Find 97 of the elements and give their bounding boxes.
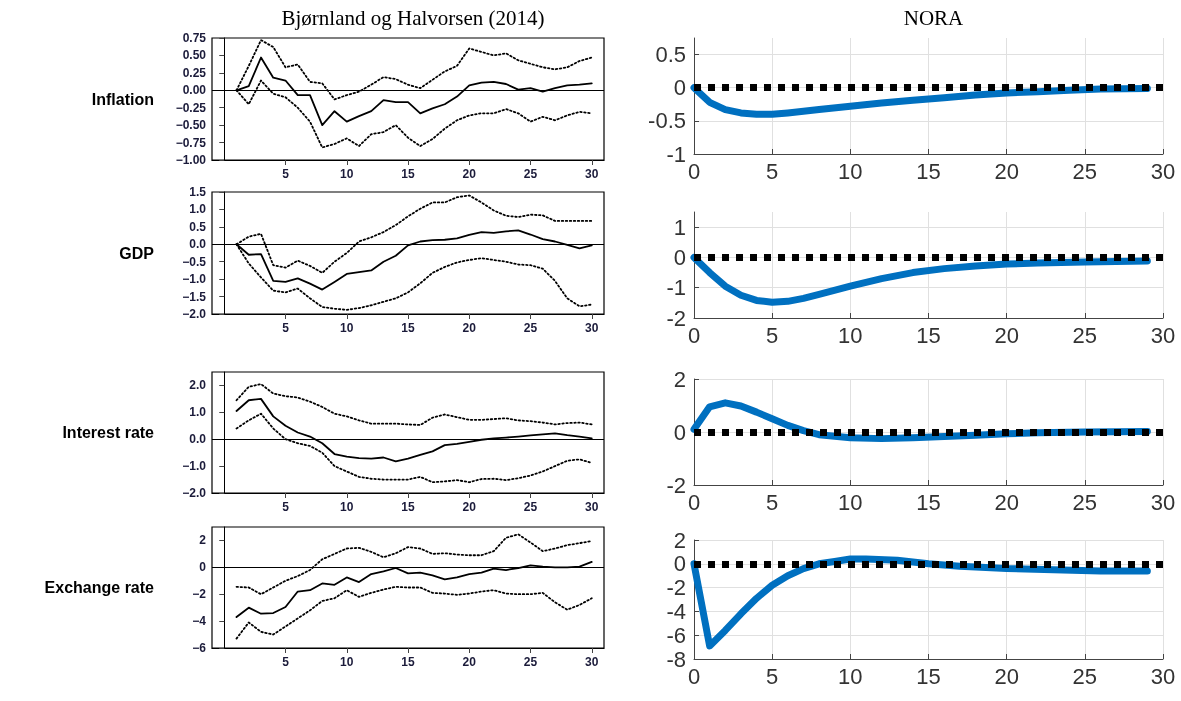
x-tick-label: 25 [523, 321, 538, 335]
x-tick-label: 20 [994, 158, 1019, 184]
y-tick-label: -1 [666, 141, 686, 167]
y-tick-label: 0.5 [189, 219, 207, 234]
x-tick-label: 30 [1150, 489, 1176, 515]
x-tick-label: 20 [462, 655, 477, 669]
x-tick-label: 20 [462, 321, 477, 335]
y-tick-label: -8 [666, 646, 686, 672]
x-tick-label: 15 [401, 321, 415, 335]
y-tick-label: −1.0 [182, 272, 207, 287]
y-tick-label: 0.00 [182, 83, 207, 98]
y-tick-label: -4 [666, 598, 686, 624]
x-tick-label: 10 [340, 655, 354, 669]
x-tick-label: 5 [766, 158, 779, 184]
y-tick-label: −1.00 [175, 153, 207, 167]
y-tick-label: −0.25 [175, 100, 207, 115]
y-tick-label: −0.50 [175, 118, 207, 133]
y-tick-label: -2 [666, 305, 686, 331]
y-tick-label: 0 [673, 551, 686, 577]
y-tick-label: 0 [673, 419, 686, 445]
y-tick-label: -2 [666, 472, 686, 498]
x-tick-label: 25 [1072, 322, 1098, 348]
x-tick-label: 5 [766, 322, 779, 348]
x-tick-label: 30 [585, 321, 599, 335]
y-tick-label: 1.0 [189, 405, 207, 420]
y-tick-label: 0.5 [655, 42, 686, 68]
y-tick-label: 2.0 [189, 378, 207, 393]
y-tick-label: 1.5 [189, 185, 207, 199]
x-tick-label: 10 [340, 500, 354, 514]
y-tick-label: -2 [666, 575, 686, 601]
y-axis-title: Interest rate [62, 424, 155, 441]
x-tick-label: 20 [462, 500, 477, 514]
x-tick-label: 25 [1072, 158, 1098, 184]
x-tick-label: 10 [838, 322, 863, 348]
x-tick-label: 25 [1072, 489, 1098, 515]
x-tick-label: 15 [916, 663, 941, 689]
x-tick-label: 15 [916, 489, 941, 515]
y-tick-label: 0.50 [182, 48, 207, 63]
y-tick-label: −6 [192, 641, 207, 655]
y-tick-label: 0 [199, 560, 207, 575]
y-tick-label: −1.0 [182, 459, 207, 474]
y-tick-label: −2.0 [182, 307, 207, 321]
x-tick-label: 30 [585, 655, 599, 669]
y-axis-title: Inflation [91, 90, 154, 108]
y-tick-label: 0.0 [189, 432, 207, 447]
y-axis-title: GDP [119, 244, 155, 262]
y-tick-label: −0.75 [175, 135, 207, 150]
x-tick-label: 5 [282, 500, 290, 514]
y-tick-label: −4 [192, 614, 207, 629]
x-tick-label: 15 [401, 167, 415, 181]
y-tick-label: 1.0 [189, 202, 207, 217]
x-tick-label: 5 [282, 167, 290, 181]
x-tick-label: 25 [523, 500, 538, 514]
y-tick-label: 2 [673, 366, 686, 392]
x-tick-label: 20 [462, 167, 477, 181]
y-tick-label: −2.0 [182, 486, 207, 500]
x-tick-label: 15 [916, 322, 941, 348]
x-tick-label: 25 [1072, 663, 1098, 689]
y-tick-label: -0.5 [648, 108, 686, 134]
x-tick-label: 5 [766, 489, 779, 515]
y-tick-label: -6 [666, 622, 686, 648]
x-tick-label: 25 [523, 167, 538, 181]
x-tick-label: 10 [838, 158, 863, 184]
y-tick-label: -1 [666, 275, 686, 301]
y-tick-label: 0 [673, 244, 686, 270]
x-tick-label: 10 [340, 167, 354, 181]
y-tick-label: −1.5 [182, 289, 207, 304]
y-tick-label: −0.5 [182, 254, 207, 269]
x-tick-label: 20 [994, 322, 1019, 348]
chart-title: NORA [903, 5, 965, 30]
x-tick-label: 10 [838, 663, 863, 689]
y-tick-label: 2 [199, 533, 207, 548]
x-tick-label: 5 [766, 663, 779, 689]
chart-title: Bjørnland og Halvorsen (2014) [281, 5, 545, 30]
x-tick-label: 30 [585, 500, 599, 514]
y-tick-label: 0 [673, 75, 686, 101]
x-tick-label: 20 [994, 663, 1019, 689]
x-tick-label: 20 [994, 489, 1019, 515]
x-tick-label: 30 [1150, 322, 1176, 348]
x-tick-label: 30 [1150, 663, 1176, 689]
x-tick-label: 10 [340, 321, 354, 335]
x-tick-label: 5 [282, 321, 290, 335]
y-tick-label: −2 [192, 587, 207, 602]
x-tick-label: 15 [916, 158, 941, 184]
y-tick-label: 2 [673, 527, 686, 553]
y-tick-label: 1 [673, 214, 686, 240]
y-tick-label: 0.75 [182, 31, 207, 45]
x-tick-label: 30 [585, 167, 599, 181]
y-tick-label: 0.25 [182, 65, 207, 80]
y-tick-label: 0.0 [189, 237, 207, 252]
x-tick-label: 15 [401, 500, 415, 514]
x-tick-label: 30 [1150, 158, 1176, 184]
x-tick-label: 25 [523, 655, 538, 669]
y-axis-title: Exchange rate [44, 579, 155, 596]
x-tick-label: 15 [401, 655, 415, 669]
x-tick-label: 5 [282, 655, 290, 669]
x-tick-label: 10 [838, 489, 863, 515]
